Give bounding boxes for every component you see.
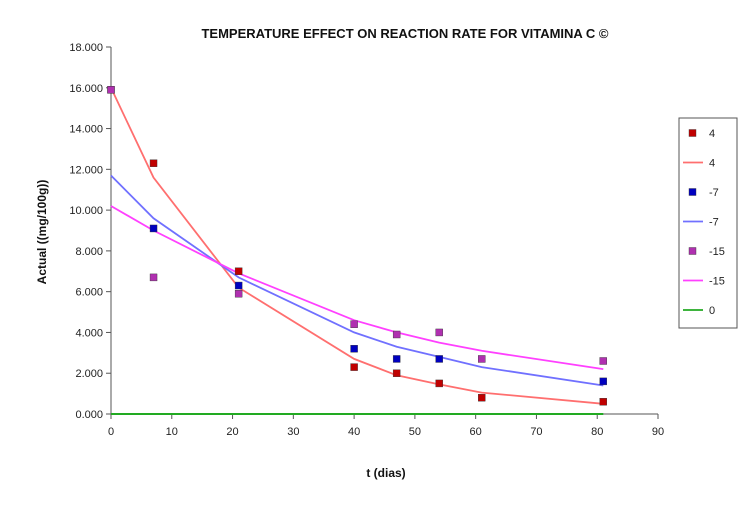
data-point-neg15 — [435, 328, 443, 337]
y-tick-label: 18.000 — [69, 42, 103, 54]
legend-label: 4 — [709, 158, 715, 170]
legend-marker — [688, 129, 697, 137]
x-tick-label: 60 — [470, 426, 482, 438]
y-tick-label: 6.000 — [75, 287, 103, 299]
data-point-4 — [350, 363, 358, 371]
x-tick-label: 50 — [409, 426, 421, 438]
x-tick-label: 90 — [652, 426, 664, 438]
series-line-4 — [110, 87, 604, 405]
legend-label: -15 — [709, 276, 725, 288]
x-tick-label: 80 — [591, 426, 603, 438]
y-tick-label: 0.000 — [75, 409, 103, 421]
legend-label: -15 — [709, 246, 725, 258]
data-point-neg15 — [478, 355, 486, 363]
plot-area — [107, 86, 607, 415]
data-point-neg15 — [107, 86, 115, 94]
x-tick-label: 40 — [348, 426, 360, 438]
data-point-neg15 — [392, 330, 401, 339]
legend-label: 4 — [709, 128, 715, 140]
data-point-4 — [234, 267, 243, 275]
legend: 4 4 -7 -7 -15 -15 0 — [678, 117, 738, 329]
series-line-neg15 — [110, 205, 604, 370]
legend-marker — [688, 188, 697, 196]
y-tick-label: 4.000 — [75, 327, 103, 339]
chart-title: TEMPERATURE EFFECT ON REACTION RATE FOR … — [201, 26, 608, 41]
legend-marker — [688, 247, 697, 255]
y-tick-label: 8.000 — [75, 246, 103, 258]
y-axis-label: Actual ((mg/100g)) — [35, 180, 49, 285]
legend-label: -7 — [709, 217, 719, 229]
data-point-neg7 — [234, 281, 243, 290]
y-tick-label: 12.000 — [69, 164, 103, 176]
data-point-neg7 — [435, 355, 443, 363]
x-tick-label: 10 — [166, 426, 178, 438]
data-point-neg7 — [350, 345, 358, 353]
x-tick-label: 20 — [226, 426, 238, 438]
data-point-4 — [435, 379, 443, 388]
data-point-neg7 — [149, 224, 158, 233]
x-axis-label: t (dias) — [366, 466, 405, 480]
data-point-neg15 — [599, 357, 607, 365]
legend-label: -7 — [709, 187, 719, 199]
series-line-neg7 — [110, 174, 604, 387]
y-tick-label: 14.000 — [69, 124, 103, 136]
data-point-neg7 — [599, 377, 607, 386]
x-tick-label: 30 — [287, 426, 299, 438]
data-point-4 — [599, 398, 607, 406]
data-point-4 — [392, 369, 401, 377]
data-point-neg15 — [149, 273, 158, 282]
data-point-neg7 — [392, 355, 401, 363]
data-point-4 — [478, 393, 486, 402]
data-point-neg15 — [234, 290, 243, 298]
x-tick-label: 70 — [530, 426, 542, 438]
data-point-neg15 — [350, 320, 358, 328]
y-tick-label: 2.000 — [75, 368, 103, 380]
legend-box — [678, 117, 738, 329]
data-point-4 — [149, 159, 158, 167]
y-tick-label: 16.000 — [69, 83, 103, 95]
y-tick-label: 10.000 — [69, 205, 103, 217]
legend-label: 0 — [709, 305, 715, 317]
x-tick-label: 0 — [108, 426, 114, 438]
